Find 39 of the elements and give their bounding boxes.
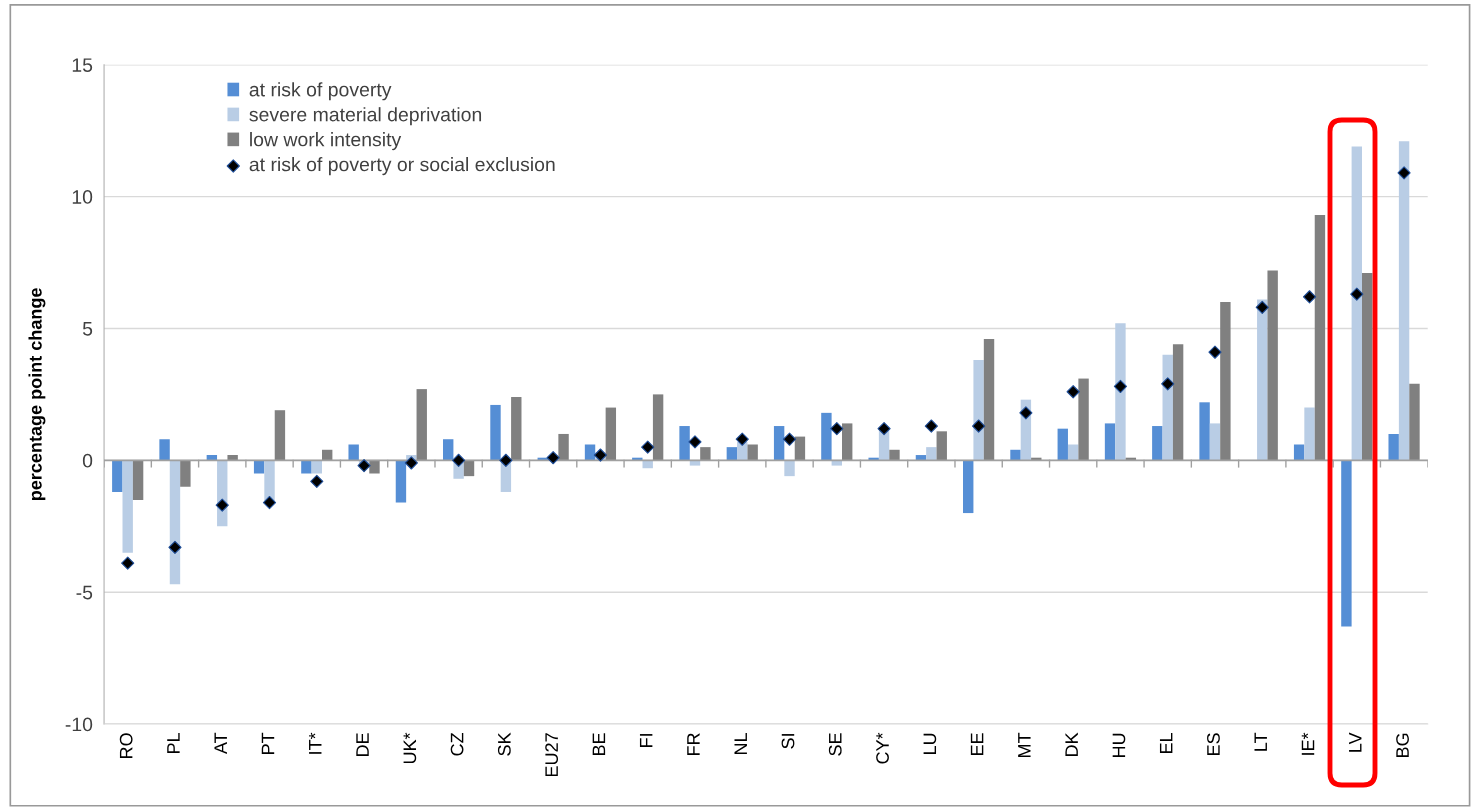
y-tick-label: -5 — [76, 585, 93, 600]
x-tick-label: PT — [261, 732, 275, 754]
x-tick-label: BE — [592, 733, 606, 755]
x-tick-label: PL — [167, 732, 180, 753]
x-tick-label: SI — [781, 734, 795, 749]
y-tick-label: -10 — [65, 717, 93, 732]
x-tick-label: RO — [119, 733, 133, 758]
x-tick-label: IT* — [309, 732, 322, 754]
x-tick-label: EE — [970, 733, 984, 755]
y-tick-label: 5 — [82, 322, 93, 336]
x-tick-label: BG — [1396, 733, 1409, 757]
legend-label: low work intensity — [250, 132, 402, 151]
y-axis-title: percentage point change — [28, 288, 46, 501]
x-tick-label: AT — [214, 732, 227, 755]
x-tick-label: HU — [1112, 733, 1126, 757]
x-tick-label: CY* — [876, 732, 889, 764]
x-tick-label: DE — [356, 733, 369, 756]
x-tick-label: LU — [923, 733, 937, 754]
x-tick-label: CZ — [450, 732, 464, 756]
x-tick-label: MT — [1018, 732, 1031, 757]
x-tick-label: EL — [1159, 732, 1173, 753]
x-tick-label: LT — [1254, 732, 1267, 751]
y-tick-label: 0 — [82, 453, 93, 468]
x-tick-label: UK* — [403, 732, 417, 764]
x-tick-label: NL — [734, 732, 747, 754]
legend-label: at risk of poverty — [249, 82, 392, 101]
x-tick-label: SE — [828, 733, 842, 756]
x-tick-label: SK — [497, 732, 511, 756]
y-tick-label: 10 — [72, 190, 93, 204]
x-tick-label: IE* — [1301, 732, 1315, 755]
x-tick-label: FI — [639, 734, 653, 747]
x-tick-label: FR — [687, 733, 700, 755]
x-tick-label: ES — [1207, 733, 1220, 755]
legend-label: at risk of poverty or social exclusion — [249, 157, 555, 176]
x-tick-label: DK — [1065, 732, 1078, 756]
x-tick-label: LV — [1349, 732, 1362, 752]
legend-label: severe material deprivation — [249, 107, 482, 126]
y-tick-label: 15 — [72, 58, 93, 72]
x-tick-label: EU27 — [545, 733, 559, 777]
